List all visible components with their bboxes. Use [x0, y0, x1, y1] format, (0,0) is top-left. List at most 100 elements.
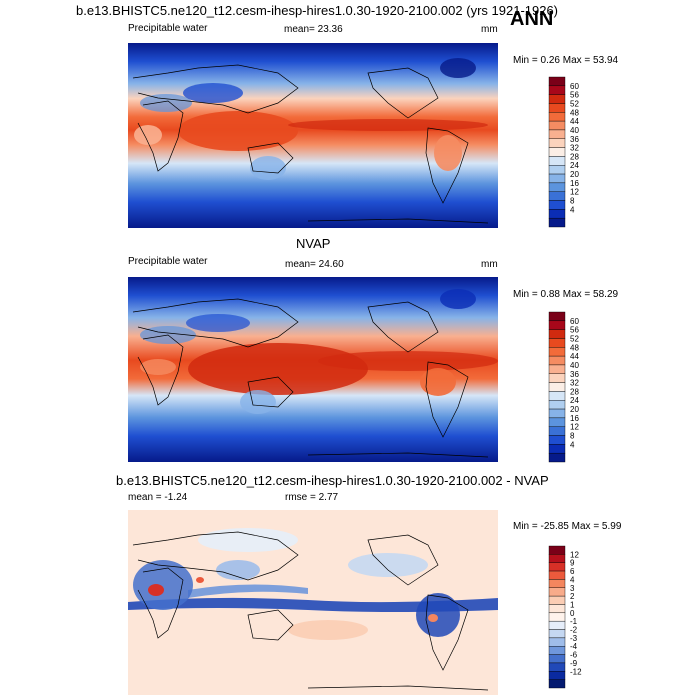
colorbar-tick-label: 48: [570, 108, 579, 117]
panel3-title: b.e13.BHISTC5.ne120_t12.cesm-ihesp-hires…: [116, 473, 549, 488]
colorbar-tick-label: 52: [570, 334, 579, 343]
colorbar-block: [548, 562, 566, 572]
colorbar-block: [548, 355, 566, 366]
colorbar-block: [548, 595, 566, 605]
colorbar-tick-label: 28: [570, 387, 579, 396]
colorbar-tick-label: -12: [570, 667, 582, 676]
colorbar-block: [548, 173, 566, 184]
colorbar-block: [548, 373, 566, 383]
colorbar-block: [548, 435, 566, 445]
colorbar-block: [548, 112, 566, 122]
colorbar-tick-label: 6: [570, 567, 575, 576]
colorbar-block: [548, 329, 566, 339]
colorbar-block: [548, 76, 566, 87]
colorbar-block: [548, 654, 566, 664]
colorbar-tick-label: 12: [570, 423, 579, 432]
panel2-title: NVAP: [296, 236, 331, 251]
colorbar-tick-label: 40: [570, 361, 579, 370]
colorbar-block: [548, 444, 566, 454]
panel2-units: mm: [481, 259, 498, 270]
colorbar-block: [548, 138, 566, 148]
colorbar-block: [548, 85, 566, 95]
panel2-minmax: Min = 0.88 Max = 58.29: [513, 289, 619, 300]
colorbar-block: [548, 679, 566, 689]
colorbar-block: [548, 612, 566, 622]
colorbar-tick-label: 0: [570, 609, 575, 618]
colorbar-tick-label: 4: [570, 440, 575, 449]
colorbar-block: [548, 671, 566, 680]
colorbar-block: [548, 637, 566, 647]
panel2-mean: mean= 24.60: [285, 259, 344, 270]
colorbar-block: [548, 662, 566, 672]
colorbar-tick-label: 8: [570, 432, 575, 441]
colorbar-tick-label: 12: [570, 188, 579, 197]
colorbar-tick-label: 52: [570, 99, 579, 108]
colorbar-tick-label: 20: [570, 405, 579, 414]
colorbar-block: [548, 103, 566, 113]
colorbar-block: [548, 320, 566, 330]
colorbar-tick-label: 24: [570, 396, 579, 405]
colorbar-block: [548, 338, 566, 348]
colorbar-block: [548, 94, 566, 104]
colorbar-block: [548, 129, 566, 139]
colorbar-block: [548, 120, 566, 131]
colorbar-tick-label: -9: [570, 659, 578, 668]
panel1-minmax: Min = 0.26 Max = 53.94: [513, 55, 619, 66]
colorbar-tick-label: 1: [570, 600, 575, 609]
colorbar-tick-label: -3: [570, 634, 578, 643]
season-label: ANN: [510, 8, 554, 30]
colorbar-block: [548, 147, 566, 157]
panel2-map: [128, 277, 498, 462]
panel1-colorbar-blocks: [548, 76, 566, 228]
colorbar-block: [548, 400, 566, 410]
colorbar-block: [548, 391, 566, 401]
colorbar-block: [548, 408, 566, 419]
colorbar-tick-label: 16: [570, 179, 579, 188]
colorbar-tick-label: 44: [570, 352, 579, 361]
colorbar-block: [548, 209, 566, 219]
colorbar-block: [548, 417, 566, 427]
colorbar-tick-label: -1: [570, 617, 578, 626]
panel3-map: [128, 510, 498, 695]
colorbar-tick-label: 2: [570, 592, 575, 601]
panel1-map: [128, 43, 498, 228]
colorbar-block: [548, 646, 566, 655]
panel3-colorbar-blocks: [548, 545, 566, 689]
colorbar-tick-label: 9: [570, 559, 575, 568]
colorbar-tick-label: 48: [570, 343, 579, 352]
colorbar-tick-label: 32: [570, 379, 579, 388]
colorbar-block: [548, 629, 566, 639]
colorbar-tick-label: 28: [570, 152, 579, 161]
colorbar-tick-label: 60: [570, 317, 579, 326]
colorbar-tick-label: 3: [570, 584, 575, 593]
colorbar-tick-label: 12: [570, 550, 579, 559]
colorbar-block: [548, 200, 566, 210]
figure-title: b.e13.BHISTC5.ne120_t12.cesm-ihesp-hires…: [76, 3, 559, 18]
colorbar-tick-label: 32: [570, 144, 579, 153]
colorbar-block: [548, 165, 566, 175]
colorbar-block: [548, 426, 566, 436]
colorbar-block: [548, 311, 566, 322]
colorbar-block: [548, 156, 566, 166]
colorbar-block: [548, 191, 566, 201]
colorbar-tick-label: 4: [570, 205, 575, 214]
panel1-variable-label: Precipitable water: [128, 23, 208, 34]
colorbar-tick-label: 36: [570, 370, 579, 379]
colorbar-block: [548, 382, 566, 392]
colorbar-block: [548, 545, 566, 555]
colorbar-tick-label: 4: [570, 575, 575, 584]
colorbar-tick-label: -6: [570, 651, 578, 660]
colorbar-block: [548, 604, 566, 614]
colorbar-tick-label: -2: [570, 626, 578, 635]
colorbar-block: [548, 554, 566, 563]
colorbar-tick-label: 56: [570, 326, 579, 335]
colorbar-block: [548, 620, 566, 630]
colorbar-block: [548, 182, 566, 192]
panel2-colorbar-blocks: [548, 311, 566, 463]
panel2-variable-label: Precipitable water: [128, 256, 208, 267]
